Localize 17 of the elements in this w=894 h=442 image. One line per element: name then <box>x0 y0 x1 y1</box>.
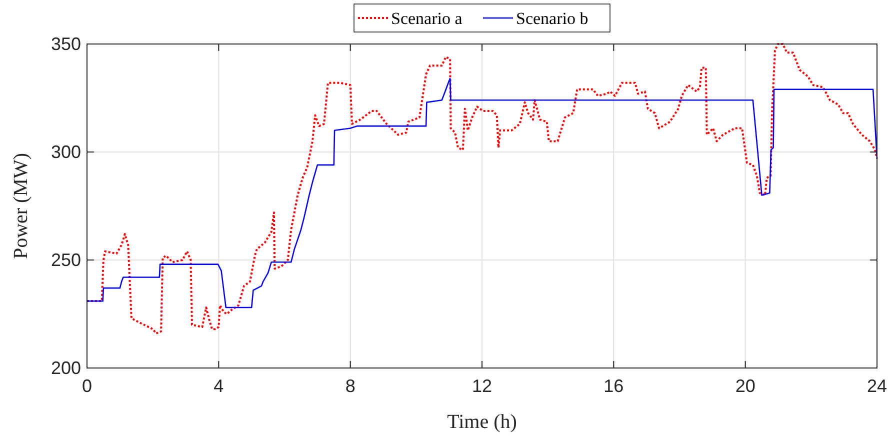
line-series <box>86 78 878 308</box>
x-tick-label: 4 <box>214 376 224 396</box>
y-axis-title: Power (MW) <box>10 152 32 260</box>
y-tick-label: 300 <box>50 142 81 162</box>
x-tick-label: 20 <box>735 376 756 396</box>
x-tick-label: 24 <box>866 376 888 396</box>
x-tick-label: 12 <box>472 376 492 396</box>
x-axis-title: Time (h) <box>447 411 517 433</box>
legend-label: Scenario a <box>391 9 463 28</box>
y-tick-label: 250 <box>50 250 81 270</box>
legend-label: Scenario b <box>516 9 588 28</box>
x-tick-label: 8 <box>345 376 356 396</box>
x-tick-label: 0 <box>82 376 92 396</box>
x-tick-label: 16 <box>604 376 624 396</box>
y-tick-label: 350 <box>50 34 81 54</box>
line-series <box>86 43 878 334</box>
y-tick-label: 200 <box>50 358 81 378</box>
